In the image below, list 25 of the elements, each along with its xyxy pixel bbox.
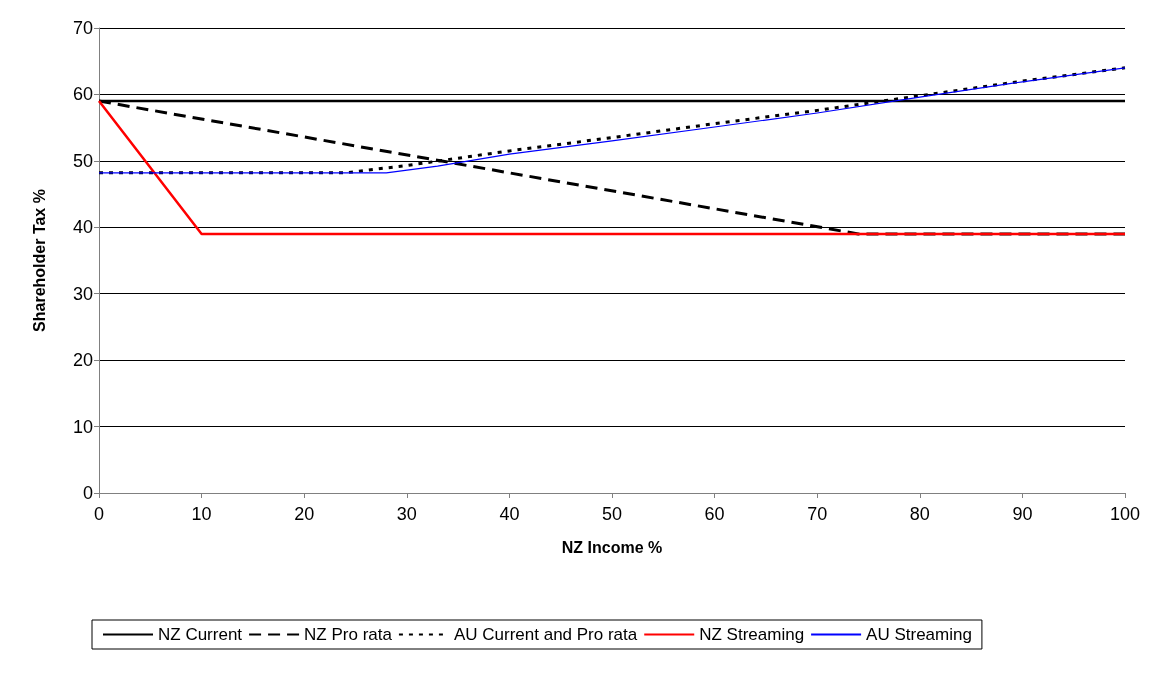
x-tick-label: 70 bbox=[807, 504, 828, 524]
x-tick-label: 10 bbox=[191, 504, 212, 524]
x-tick-label: 80 bbox=[909, 504, 930, 524]
y-tick-label: 70 bbox=[72, 18, 93, 38]
y-tick-label: 0 bbox=[82, 483, 93, 503]
y-tick-label: 20 bbox=[72, 350, 93, 371]
y-tick-label: 50 bbox=[72, 150, 93, 171]
x-tick-label: 50 bbox=[601, 504, 623, 524]
x-tick-label: 30 bbox=[396, 504, 417, 524]
y-tick-label: 60 bbox=[72, 84, 93, 105]
legend-label: NZ Streaming bbox=[699, 625, 805, 644]
x-tick-label: 20 bbox=[294, 504, 315, 524]
legend-label: NZ Current bbox=[158, 625, 243, 644]
y-tick-label: 30 bbox=[72, 283, 93, 304]
legend-label: NZ Pro rata bbox=[304, 625, 393, 644]
x-tick-label: 60 bbox=[704, 504, 725, 524]
x-tick-label: 40 bbox=[499, 504, 520, 524]
y-tick-label: 10 bbox=[72, 416, 93, 437]
y-axis-title: Shareholder Tax % bbox=[30, 189, 48, 332]
y-tick-label: 40 bbox=[72, 217, 93, 238]
x-tick-label: 90 bbox=[1012, 504, 1033, 524]
x-tick-label: 100 bbox=[1109, 504, 1141, 524]
legend-label: AU Streaming bbox=[866, 625, 972, 644]
legend-label: AU Current and Pro rata bbox=[453, 625, 638, 644]
x-axis-title: NZ Income % bbox=[561, 538, 663, 556]
